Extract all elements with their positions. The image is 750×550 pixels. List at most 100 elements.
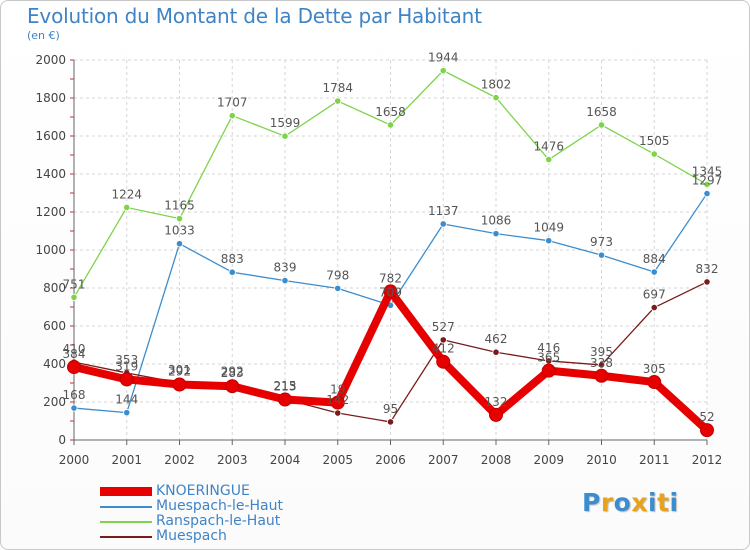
data-label-knoeringue: 213 — [274, 380, 297, 394]
data-label-muespach: 301 — [168, 363, 191, 377]
legend-label: KNOERINGUE — [156, 483, 250, 499]
data-point-muespach-le-haut — [597, 251, 606, 259]
data-label-muespach-le-haut: 168 — [63, 388, 86, 402]
data-point-ranspach-le-haut — [597, 121, 606, 129]
chart-title: Evolution du Montant de la Dette par Hab… — [27, 4, 482, 28]
data-label-muespach-le-haut: 883 — [221, 252, 244, 266]
data-label-muespach: 353 — [115, 353, 138, 367]
data-point-muespach-le-haut — [228, 268, 236, 276]
data-label-knoeringue: 365 — [537, 351, 560, 365]
data-point-knoeringue — [67, 360, 81, 375]
data-label-muespach: 527 — [432, 320, 455, 334]
x-tick-label: 2011 — [639, 453, 670, 467]
data-point-knoeringue — [330, 395, 345, 410]
data-point-ranspach-le-haut — [70, 293, 78, 301]
y-tick-label: 2000 — [35, 53, 66, 67]
data-point-muespach — [439, 336, 447, 344]
data-point-muespach-le-haut — [703, 189, 711, 198]
legend-label: Muespach-le-Haut — [156, 498, 283, 514]
data-point-muespach-le-haut — [175, 240, 184, 248]
data-label-muespach-le-haut: 884 — [643, 252, 666, 266]
data-point-ranspach-le-haut — [175, 215, 184, 223]
data-point-muespach-le-haut — [123, 409, 131, 417]
data-label-ranspach-le-haut: 751 — [63, 277, 86, 291]
x-tick-label: 2012 — [692, 453, 723, 467]
data-label-knoeringue: 132 — [485, 395, 508, 409]
x-tick-label: 2008 — [481, 453, 512, 467]
data-label-ranspach-le-haut: 1658 — [586, 105, 617, 119]
legend-swatch — [100, 506, 152, 508]
x-tick-label: 2010 — [586, 453, 617, 467]
y-tick-label: 600 — [43, 319, 66, 333]
data-point-knoeringue — [489, 407, 503, 422]
data-point-ranspach-le-haut — [334, 97, 342, 105]
y-tick-label: 800 — [43, 281, 66, 295]
proxiti-logo: Proxiti — [582, 488, 679, 517]
y-tick-label: 400 — [43, 357, 66, 371]
data-label-knoeringue: 782 — [379, 271, 402, 285]
data-label-ranspach-le-haut: 1802 — [481, 78, 512, 92]
y-tick-label: 1200 — [35, 205, 66, 219]
data-label-muespach-le-haut: 973 — [590, 235, 613, 249]
data-point-knoeringue — [436, 354, 451, 369]
data-point-muespach-le-haut — [492, 230, 500, 238]
x-tick-label: 2002 — [164, 453, 195, 467]
data-label-ranspach-le-haut: 1345 — [692, 164, 723, 178]
data-label-muespach: 832 — [696, 262, 719, 276]
data-point-knoeringue — [225, 379, 240, 394]
data-label-muespach: 215 — [274, 379, 297, 393]
data-label-ranspach-le-haut: 1658 — [375, 105, 406, 119]
x-tick-label: 2003 — [217, 453, 248, 467]
data-label-muespach-le-haut: 1137 — [428, 204, 459, 218]
data-point-knoeringue — [383, 284, 398, 299]
data-label-knoeringue: 384 — [63, 347, 86, 361]
data-point-muespach-le-haut — [334, 284, 342, 292]
data-label-muespach: 462 — [485, 332, 508, 346]
legend-label: Muespach — [156, 528, 227, 544]
legend-swatch — [100, 487, 152, 496]
x-tick-label: 2001 — [111, 453, 142, 467]
data-point-muespach-le-haut — [545, 237, 553, 245]
data-label-muespach: 416 — [537, 341, 560, 355]
data-point-muespach — [650, 303, 658, 312]
data-label-ranspach-le-haut: 1784 — [322, 81, 353, 95]
data-label-muespach-le-haut: 1297 — [692, 174, 723, 188]
data-point-muespach-le-haut — [650, 268, 658, 276]
data-point-ranspach-le-haut — [281, 132, 289, 140]
y-tick-label: 0 — [58, 433, 66, 447]
data-label-ranspach-le-haut: 1476 — [533, 140, 564, 154]
data-point-muespach-le-haut — [439, 220, 447, 228]
data-label-knoeringue: 292 — [168, 365, 191, 379]
data-label-knoeringue: 305 — [643, 362, 666, 376]
x-tick-label: 2000 — [59, 453, 90, 467]
data-label-ranspach-le-haut: 1165 — [164, 199, 195, 213]
data-label-knoeringue: 319 — [115, 359, 138, 373]
data-point-muespach — [386, 418, 395, 426]
chart-subtitle: (en €) — [27, 29, 60, 42]
x-tick-label: 2006 — [375, 453, 406, 467]
data-point-ranspach-le-haut — [228, 112, 236, 120]
x-tick-label: 2004 — [270, 453, 301, 467]
data-label-muespach-le-haut: 144 — [115, 393, 138, 407]
data-point-knoeringue — [594, 368, 609, 383]
data-point-muespach — [492, 348, 500, 356]
data-label-muespach-le-haut: 798 — [326, 268, 349, 282]
data-label-ranspach-le-haut: 1707 — [217, 96, 248, 110]
data-label-muespach-le-haut: 1033 — [164, 224, 195, 238]
data-label-ranspach-le-haut: 1505 — [639, 134, 670, 148]
legend-swatch — [100, 521, 152, 523]
y-tick-label: 1800 — [35, 91, 66, 105]
data-point-muespach-le-haut — [281, 276, 289, 285]
data-label-muespach: 142 — [326, 393, 349, 407]
data-label-knoeringue: 338 — [590, 356, 613, 370]
x-tick-label: 2007 — [428, 453, 459, 467]
data-point-ranspach-le-haut — [492, 94, 500, 102]
data-point-muespach-le-haut — [70, 404, 78, 412]
y-tick-label: 1000 — [35, 243, 66, 257]
data-label-muespach-le-haut: 1086 — [481, 214, 512, 228]
data-point-knoeringue — [647, 375, 662, 390]
data-label-muespach-le-haut: 839 — [274, 261, 297, 275]
data-label-muespach: 395 — [590, 345, 613, 359]
data-point-ranspach-le-haut — [386, 121, 395, 129]
data-point-knoeringue — [278, 392, 292, 407]
